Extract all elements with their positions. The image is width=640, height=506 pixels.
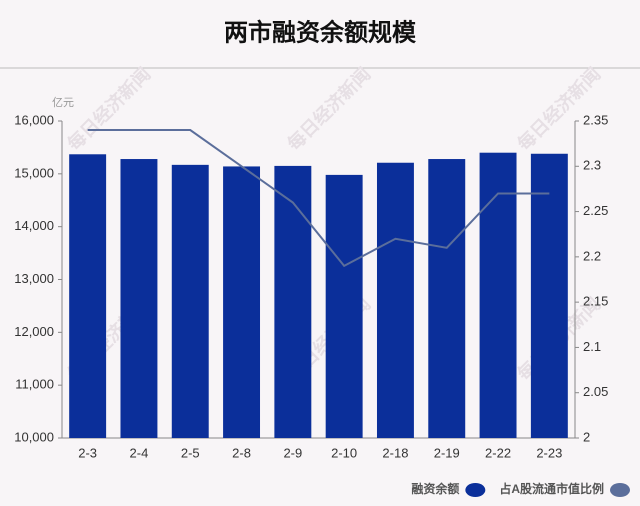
y2-tick-label: 2.1 [583,339,601,354]
y-tick-label: 12,000 [14,324,54,339]
y2-tick-label: 2.35 [583,112,608,127]
chart-title: 两市融资余额规模 [224,18,417,46]
x-tick-label: 2-4 [130,445,149,460]
y2-tick-label: 2.2 [583,248,601,263]
x-tick-label: 2-19 [434,445,460,460]
y2-tick-label: 2.15 [583,294,608,309]
legend-label: 融资余额 [411,481,459,496]
y-tick-label: 11,000 [15,377,54,392]
line [87,129,550,268]
bar [274,165,312,439]
bar [479,152,517,438]
y-tick-label: 14,000 [14,218,54,233]
y2-tick-label: 2.25 [583,203,608,218]
y-unit: 亿元 [52,96,74,109]
y2-tick-label: 2.05 [583,384,608,399]
x-tick-label: 2-3 [78,445,97,460]
bar [171,164,209,438]
bar [530,153,568,439]
y-tick-label: 15,000 [14,165,54,180]
bar [120,159,158,439]
x-tick-label: 2-8 [232,445,251,460]
bar [428,159,466,439]
y-tick-label: 16,000 [14,112,54,127]
y2-tick-label: 2.3 [583,158,601,173]
bar [376,162,414,438]
legend-swatch [465,483,486,497]
y-tick-label: 10,000 [14,429,54,444]
x-tick-label: 2-18 [382,445,408,460]
y-tick-label: 13,000 [14,271,54,286]
x-tick-label: 2-5 [181,445,200,460]
legend-swatch [610,483,630,497]
x-tick-label: 2-23 [536,445,562,460]
x-tick-label: 2-22 [485,445,511,460]
y2-tick-label: 2 [583,429,590,444]
bar [223,166,261,439]
x-tick-label: 2-10 [331,445,357,460]
bar [325,174,363,438]
legend-label: 占A股流通市值比例 [499,481,604,496]
x-tick-label: 2-9 [283,445,302,460]
bar [69,154,107,438]
